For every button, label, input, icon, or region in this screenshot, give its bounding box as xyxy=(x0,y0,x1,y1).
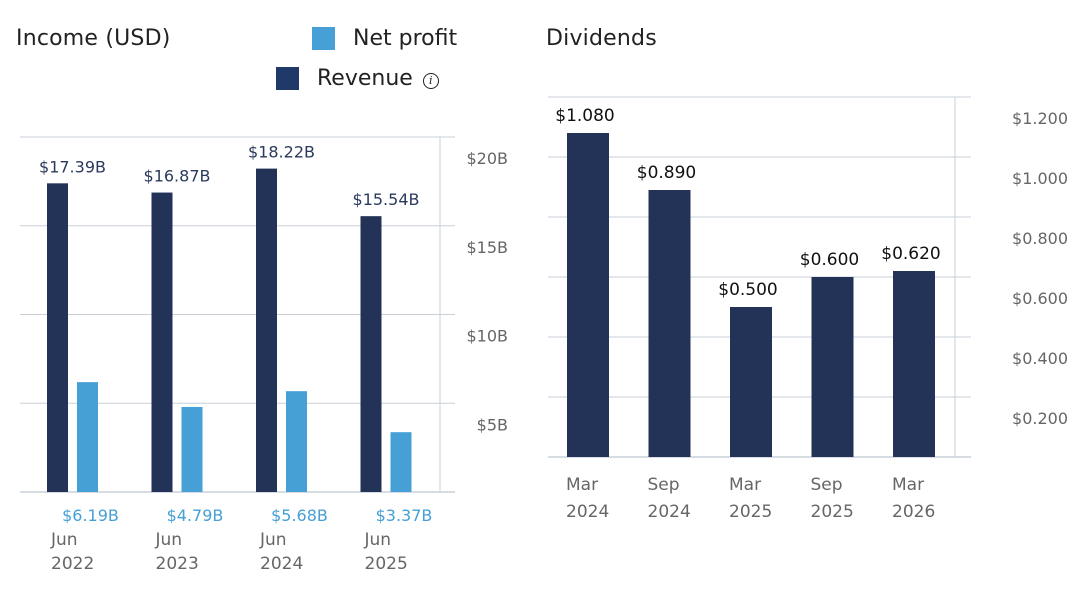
y-tick-label: $0.200 xyxy=(1012,409,1068,428)
x-tick-label-month: Sep xyxy=(811,475,843,495)
income-title: Income (USD) xyxy=(16,26,171,51)
net-profit-bar xyxy=(181,406,203,492)
legend-label-net-profit: Net profit xyxy=(353,26,458,51)
dividends-title: Dividends xyxy=(546,26,657,51)
x-tick-label-year: 2025 xyxy=(811,502,854,522)
x-tick-label-year: 2024 xyxy=(648,502,691,522)
dividend-bar xyxy=(648,190,691,457)
revenue-swatch xyxy=(276,67,299,90)
x-tick-label-month: Mar xyxy=(566,475,598,495)
x-tick-label-year: 2024 xyxy=(566,502,609,522)
revenue-bar xyxy=(151,192,173,492)
x-tick-label-year: 2024 xyxy=(260,554,303,574)
net-profit-swatch xyxy=(312,27,335,50)
y-tick-label: $5B xyxy=(477,415,508,434)
y-tick-label: $1.000 xyxy=(1012,169,1068,188)
net-profit-data-label: $6.19B xyxy=(62,506,119,525)
dividend-bar xyxy=(567,133,609,457)
revenue-bar xyxy=(47,183,68,492)
net-profit-bar xyxy=(286,391,307,492)
y-tick-label: $15B xyxy=(466,238,508,257)
y-tick-label: $0.400 xyxy=(1012,349,1068,368)
y-tick-label: $20B xyxy=(466,149,508,168)
x-tick-label-year: 2023 xyxy=(156,554,199,574)
x-tick-label-month: Sep xyxy=(648,475,680,495)
dividend-data-label: $1.080 xyxy=(555,106,614,126)
dividend-bar xyxy=(893,271,935,457)
legend-item-net-profit[interactable]: Net profit xyxy=(312,26,457,51)
revenue-bar xyxy=(360,216,382,493)
x-tick-label-year: 2025 xyxy=(365,554,408,574)
x-tick-label-month: Jun xyxy=(259,530,287,550)
x-tick-label-year: 2022 xyxy=(51,554,94,574)
net-profit-data-label: $4.79B xyxy=(167,506,224,525)
dividend-data-label: $0.620 xyxy=(881,244,940,264)
legend-item-revenue[interactable]: Revenue i xyxy=(276,66,439,91)
income-chart: $5B $10B $15B $20B $17.39B $6.19B Jun 2022 $16.8… xyxy=(20,136,508,574)
dividend-bar xyxy=(811,277,854,457)
net-profit-bar xyxy=(77,382,98,492)
x-tick-label-month: Mar xyxy=(892,475,924,495)
x-tick-label-month: Mar xyxy=(729,475,761,495)
dividend-data-label: $0.500 xyxy=(718,280,777,300)
y-tick-label: $10B xyxy=(466,327,508,346)
legend-label-revenue: Revenue xyxy=(317,66,413,91)
revenue-data-label: $15.54B xyxy=(353,190,420,209)
info-icon[interactable]: i xyxy=(422,72,439,89)
x-tick-label-month: Jun xyxy=(155,530,183,550)
revenue-data-label: $17.39B xyxy=(39,157,106,176)
net-profit-data-label: $3.37B xyxy=(376,506,433,525)
dividend-data-label: $0.890 xyxy=(637,163,696,183)
net-profit-data-label: $5.68B xyxy=(271,506,328,525)
net-profit-bar xyxy=(390,432,412,492)
x-tick-label-month: Jun xyxy=(50,530,78,550)
y-tick-label: $0.600 xyxy=(1012,289,1068,308)
x-tick-label-year: 2026 xyxy=(892,502,935,522)
dividend-bar xyxy=(730,307,772,457)
dividend-data-label: $0.600 xyxy=(800,250,859,270)
y-tick-label: $0.800 xyxy=(1012,229,1068,248)
x-tick-label-month: Jun xyxy=(364,530,392,550)
x-tick-label-year: 2025 xyxy=(729,502,772,522)
revenue-bar xyxy=(256,168,277,492)
y-tick-label: $1.200 xyxy=(1012,109,1068,128)
revenue-data-label: $16.87B xyxy=(144,167,211,186)
revenue-data-label: $18.22B xyxy=(248,143,315,162)
